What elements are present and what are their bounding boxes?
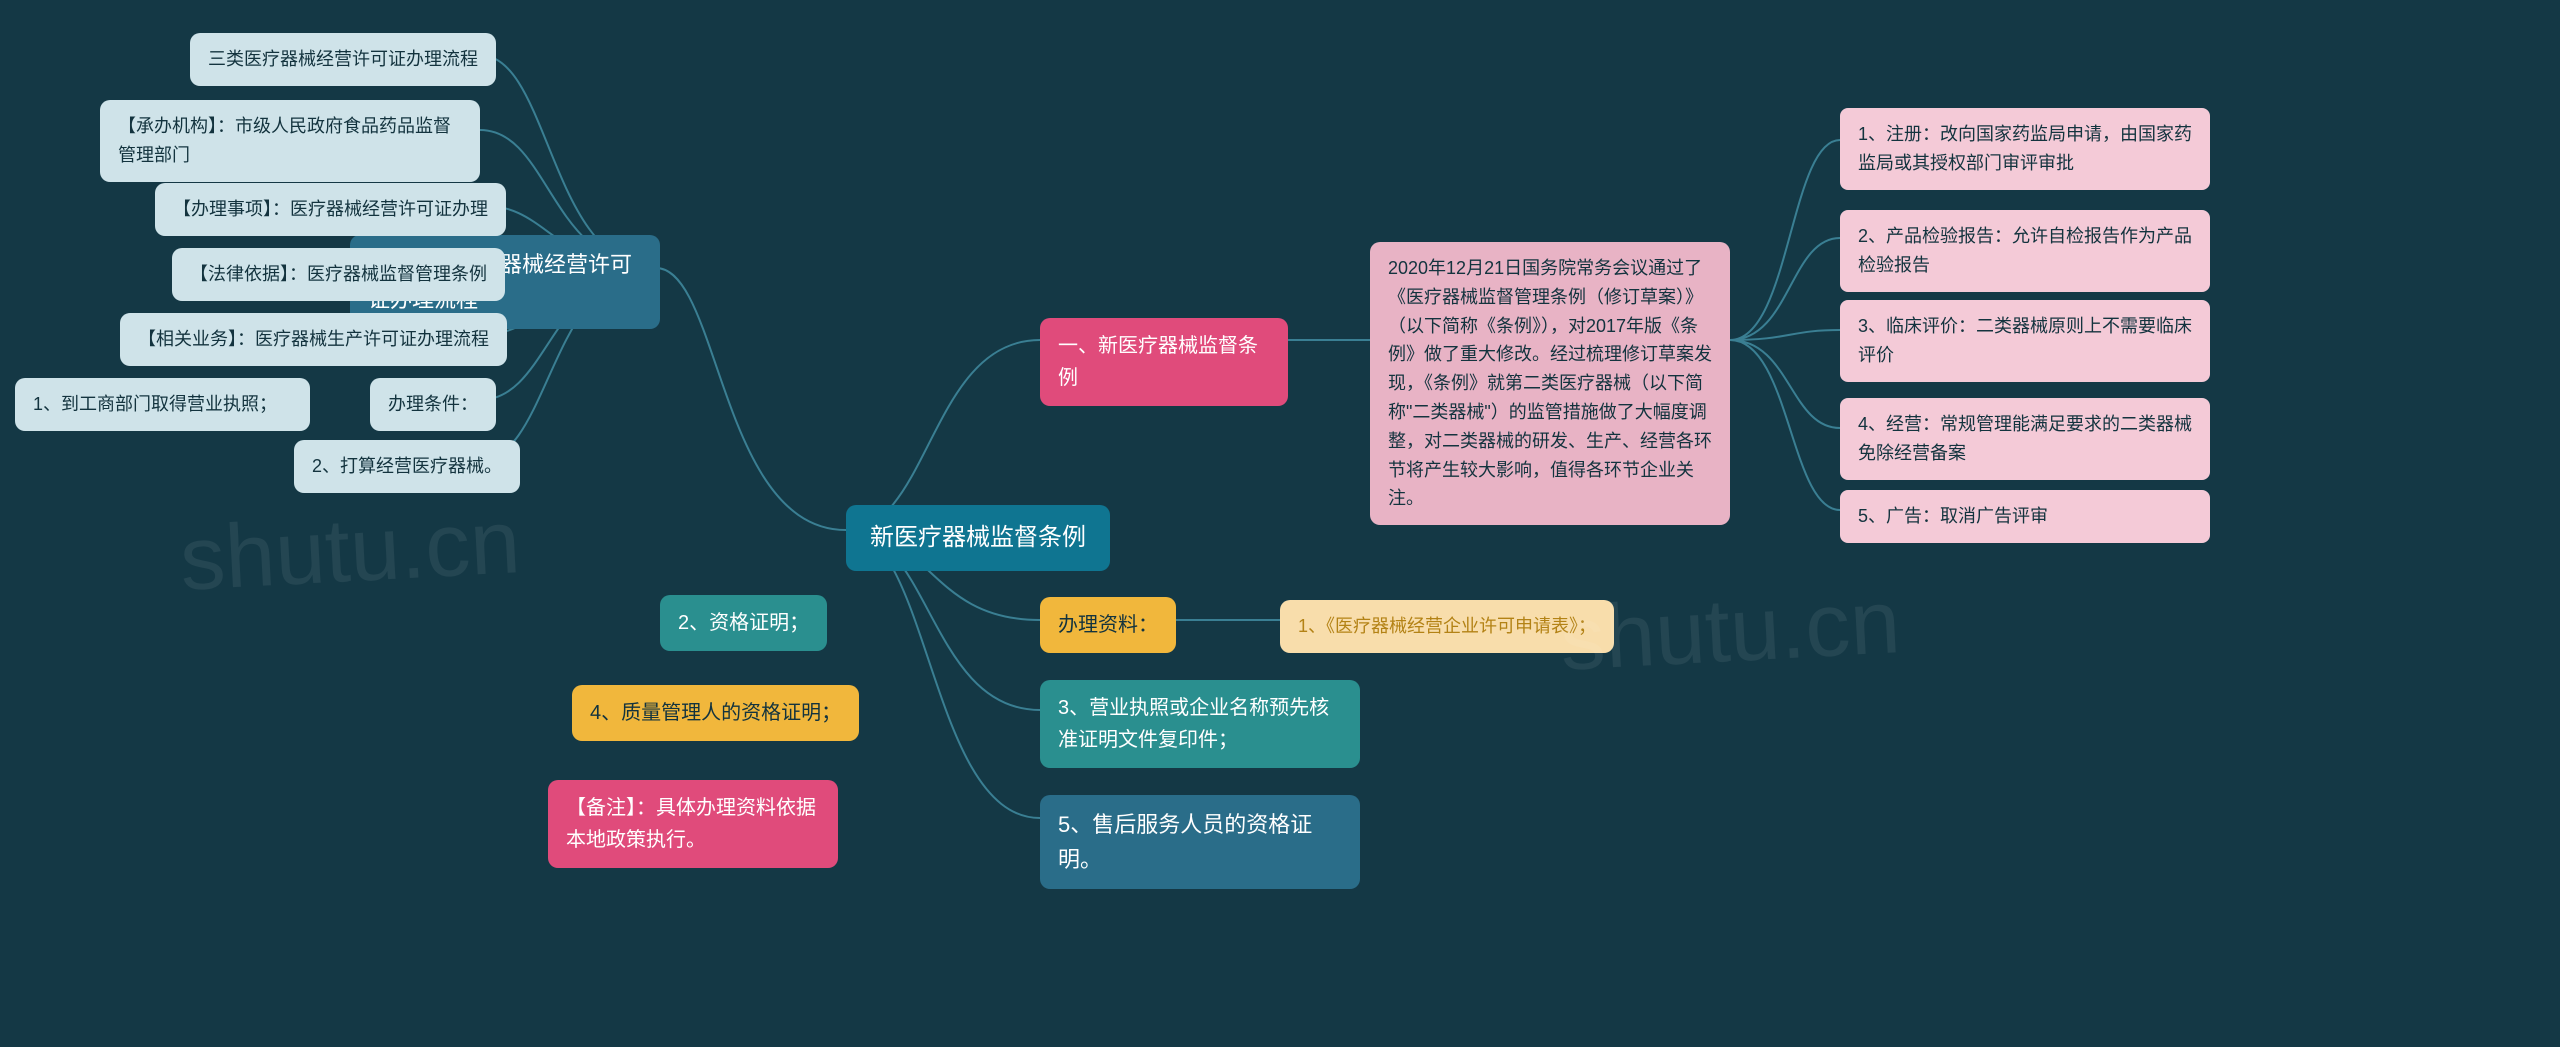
r1-p1: 1、注册：改向国家药监局申请，由国家药监局或其授权部门审评审批: [1840, 108, 2210, 190]
l4-node: 【备注】：具体办理资料依据本地政策执行。: [548, 780, 838, 868]
center-label: 新医疗器械监督条例: [870, 519, 1086, 557]
l2-text: 2、资格证明；: [678, 607, 809, 639]
r1-p3: 3、临床评价：二类器械原则上不需要临床评价: [1840, 300, 2210, 382]
l1-c7: 2、打算经营医疗器械。: [294, 440, 520, 493]
l1-c4: 【法律依据】：医疗器械监督管理条例: [172, 248, 505, 301]
r3-text: 3、营业执照或企业名称预先核准证明文件复印件；: [1058, 692, 1342, 756]
r4-text: 5、售后服务人员的资格证明。: [1058, 807, 1342, 877]
r1-p5: 5、广告：取消广告评审: [1840, 490, 2210, 543]
r2-detail-node: 1、《医疗器械经营企业许可申请表》；: [1280, 600, 1614, 653]
r1-p4: 4、经营：常规管理能满足要求的二类器械免除经营备案: [1840, 398, 2210, 480]
r3-node: 3、营业执照或企业名称预先核准证明文件复印件；: [1040, 680, 1360, 768]
l1-c6-title: 办理条件：: [370, 378, 496, 431]
l3-text: 4、质量管理人的资格证明；: [590, 697, 841, 729]
r1-detail-node: 2020年12月21日国务院常务会议通过了《医疗器械监督管理条例（修订草案）》（…: [1370, 242, 1730, 525]
l4-text: 【备注】：具体办理资料依据本地政策执行。: [566, 792, 820, 856]
r1-p2: 2、产品检验报告：允许自检报告作为产品检验报告: [1840, 210, 2210, 292]
l1-c3: 【办理事项】：医疗器械经营许可证办理: [155, 183, 506, 236]
l1-c1: 三类医疗器械经营许可证办理流程: [190, 33, 496, 86]
r1-detail: 2020年12月21日国务院常务会议通过了《医疗器械监督管理条例（修订草案）》（…: [1388, 254, 1712, 513]
watermark-1: shutu.cn: [178, 491, 523, 612]
r1-title-node: 一、新医疗器械监督条例: [1040, 318, 1288, 406]
l2-node: 2、资格证明；: [660, 595, 827, 651]
r4-node: 5、售后服务人员的资格证明。: [1040, 795, 1360, 889]
l1-c5: 【相关业务】：医疗器械生产许可证办理流程: [120, 313, 507, 366]
r1-title: 一、新医疗器械监督条例: [1058, 330, 1270, 394]
l1-c6-s1: 1、到工商部门取得营业执照；: [15, 378, 310, 431]
l3-node: 4、质量管理人的资格证明；: [572, 685, 859, 741]
l1-c2: 【承办机构】：市级人民政府食品药品监督管理部门: [100, 100, 480, 182]
center-node: 新医疗器械监督条例: [846, 505, 1110, 571]
r2-title: 办理资料：: [1058, 609, 1158, 641]
r2-detail: 1、《医疗器械经营企业许可申请表》；: [1298, 612, 1596, 641]
r2-title-node: 办理资料：: [1040, 597, 1176, 653]
